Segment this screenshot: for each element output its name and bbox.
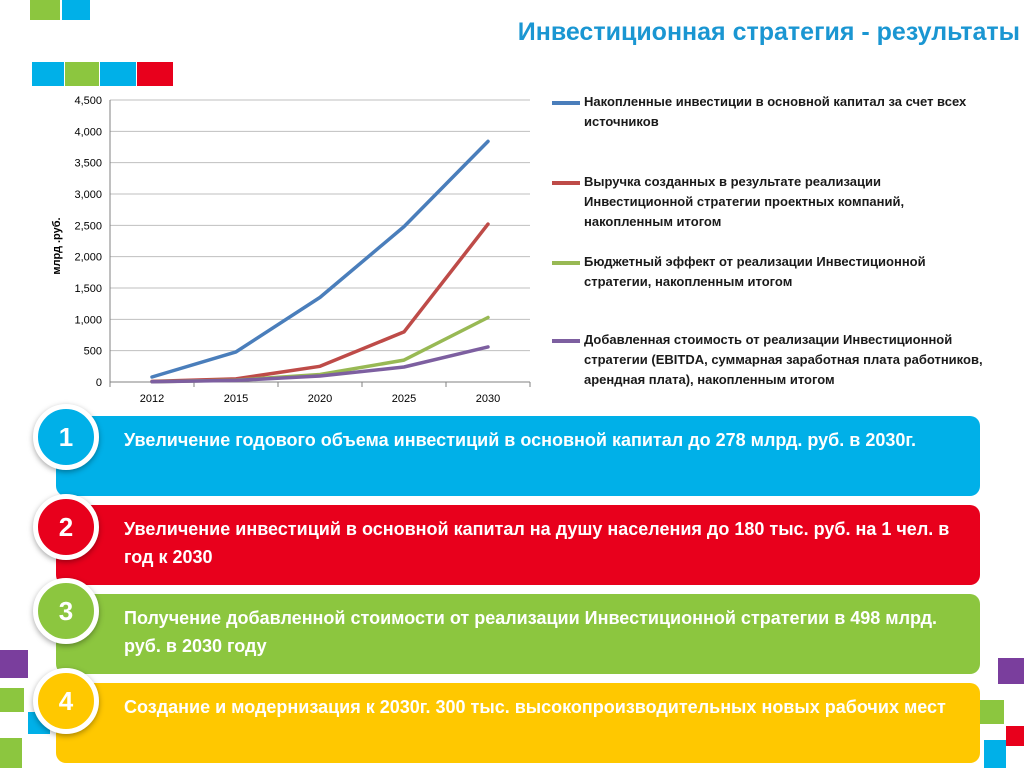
legend-label: Добавленная стоимость от реализации Инве… xyxy=(584,332,983,387)
legend-label: Накопленные инвестиции в основной капита… xyxy=(584,94,967,129)
decor-square-left-green xyxy=(0,688,24,712)
y-tick-label: 2,500 xyxy=(74,220,102,232)
decor-strip-cyan-2 xyxy=(100,62,136,86)
decor-square-left-purple xyxy=(0,650,28,678)
result-badge-4: 4 xyxy=(33,668,99,734)
decor-square-top-green xyxy=(30,0,60,20)
result-band-2: Увеличение инвестиций в основной капитал… xyxy=(56,505,980,585)
line-chart: 0 500 1,000 1,500 2,000 2,500 3,000 3,500 4,000 4… xyxy=(51,95,531,405)
decor-square-left-green-2 xyxy=(0,738,22,768)
result-badge-2: 2 xyxy=(33,494,99,560)
decor-square-right-purple xyxy=(998,658,1024,684)
legend-swatch-budget xyxy=(552,261,580,265)
y-tick-label: 4,000 xyxy=(74,126,102,138)
decor-strip-cyan-1 xyxy=(32,62,64,86)
y-tick-label: 500 xyxy=(84,346,102,358)
legend-swatch-revenue xyxy=(552,181,580,185)
y-tick-label: 3,500 xyxy=(74,158,102,170)
legend-label: Выручка созданных в результате реализаци… xyxy=(584,174,905,229)
series-line-1 xyxy=(150,139,490,379)
x-tick-label: 2030 xyxy=(476,393,500,405)
y-tick-label: 2,000 xyxy=(74,252,102,264)
result-text-2: Увеличение инвестиций в основной капитал… xyxy=(124,519,950,567)
x-tick-label: 2025 xyxy=(392,393,416,405)
y-tick-label: 1,500 xyxy=(74,283,102,295)
page-title: Инвестиционная стратегия - результаты xyxy=(517,18,1020,46)
legend-label: Бюджетный эффект от реализации Инвестици… xyxy=(584,254,926,289)
decor-strip-green xyxy=(65,62,99,86)
x-tick-label: 2015 xyxy=(224,393,248,405)
series-line-3 xyxy=(150,315,490,384)
x-tick-label: 2020 xyxy=(308,393,332,405)
decor-square-right-red xyxy=(1006,726,1024,746)
x-tick-label: 2012 xyxy=(140,393,164,405)
decor-square-right-cyan xyxy=(984,740,1006,768)
result-badge-3: 3 xyxy=(33,578,99,644)
y-axis-label: млрд .руб. xyxy=(51,217,63,274)
decor-square-right-green xyxy=(980,700,1004,724)
result-text-3: Получение добавленной стоимости от реали… xyxy=(124,608,938,656)
result-band-4: Создание и модернизация к 2030г. 300 тыс… xyxy=(56,683,980,763)
result-text-1: Увеличение годового объема инвестиций в … xyxy=(124,430,917,450)
y-tick-label: 4,500 xyxy=(74,95,102,107)
decor-strip-red xyxy=(137,62,173,86)
y-tick-label: 3,000 xyxy=(74,189,102,201)
legend-swatch-investments xyxy=(552,101,580,105)
decor-square-top-cyan xyxy=(62,0,90,20)
y-tick-label: 0 xyxy=(96,377,102,389)
legend-swatch-value-added xyxy=(552,339,580,343)
series-line-4 xyxy=(150,345,490,384)
y-tick-label: 1,000 xyxy=(74,314,102,326)
result-badge-1: 1 xyxy=(33,404,99,470)
result-text-4: Создание и модернизация к 2030г. 300 тыс… xyxy=(124,697,946,717)
result-band-1: Увеличение годового объема инвестиций в … xyxy=(56,416,980,496)
result-band-3: Получение добавленной стоимости от реали… xyxy=(56,594,980,674)
